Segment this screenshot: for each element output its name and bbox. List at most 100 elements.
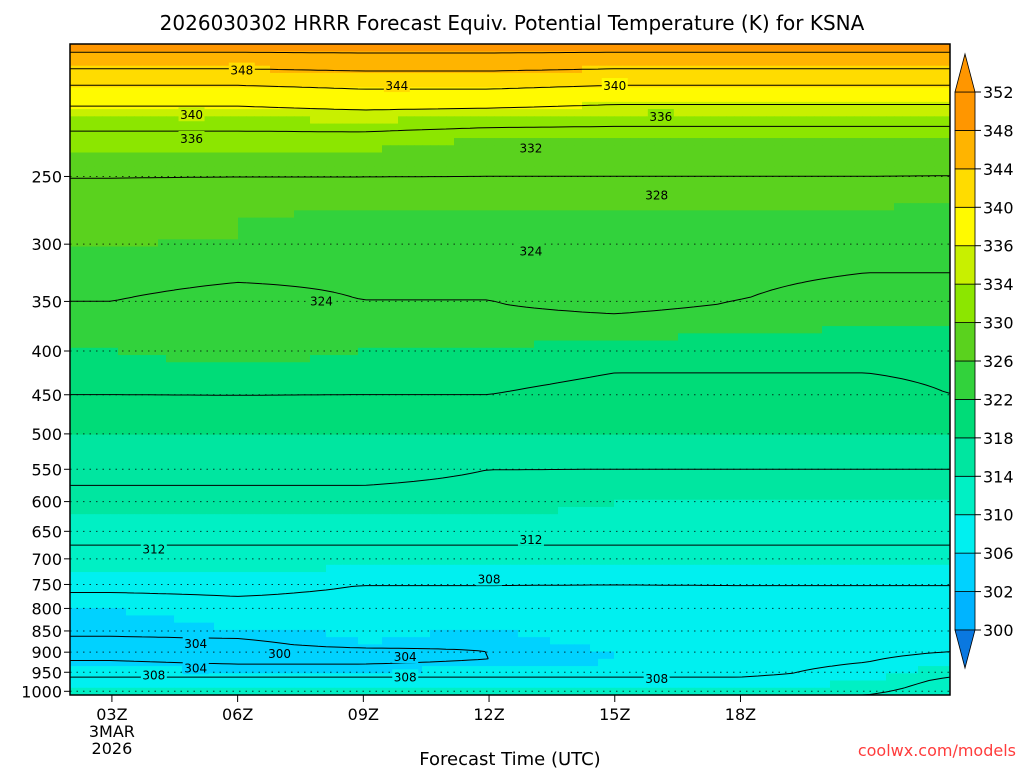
theta-cell [918, 152, 927, 161]
theta-cell [230, 195, 239, 204]
theta-cell [630, 232, 639, 240]
theta-cell [94, 369, 103, 378]
theta-cell [102, 159, 111, 168]
theta-cell [262, 239, 271, 248]
theta-cell [246, 152, 255, 161]
theta-cell [622, 138, 631, 146]
theta-cell [566, 116, 575, 125]
theta-cell [902, 268, 911, 277]
theta-cell [942, 318, 950, 327]
theta-cell [606, 181, 615, 190]
theta-cell [510, 246, 519, 255]
theta-cell [182, 51, 191, 60]
theta-cell [894, 130, 903, 139]
theta-cell [622, 116, 631, 125]
theta-cell [638, 318, 647, 327]
theta-cell [94, 232, 103, 240]
theta-cell [918, 326, 927, 334]
theta-cell [494, 311, 503, 320]
theta-cell [694, 109, 703, 117]
theta-cell [142, 261, 151, 269]
theta-cell [934, 145, 943, 154]
theta-cell [174, 340, 183, 349]
theta-cell [590, 347, 599, 356]
theta-cell [646, 152, 655, 161]
theta-cell [254, 253, 263, 262]
theta-cell [230, 138, 239, 146]
theta-cell [214, 210, 223, 219]
theta-cell [526, 65, 535, 74]
theta-cell [902, 145, 911, 154]
theta-cell [582, 333, 591, 342]
theta-cell [502, 304, 511, 313]
theta-cell [286, 355, 295, 363]
theta-cell [934, 94, 943, 103]
theta-cell [294, 101, 303, 110]
theta-cell [798, 123, 807, 132]
theta-cell [142, 282, 151, 291]
theta-cell [558, 188, 567, 197]
theta-cell [358, 340, 367, 349]
theta-cell [942, 362, 950, 371]
theta-cell [134, 51, 143, 60]
theta-cell [798, 130, 807, 139]
theta-cell [134, 87, 143, 96]
theta-cell [150, 123, 159, 132]
theta-cell [78, 253, 87, 262]
theta-cell [310, 101, 319, 110]
theta-cell [646, 44, 655, 52]
theta-cell [102, 80, 111, 88]
theta-cell [414, 188, 423, 197]
theta-cell [438, 138, 447, 146]
theta-cell [750, 152, 759, 161]
theta-cell [406, 282, 415, 291]
theta-cell [926, 347, 935, 356]
theta-cell [246, 159, 255, 168]
theta-cell [446, 65, 455, 74]
theta-cell [510, 152, 519, 161]
theta-cell [142, 87, 151, 96]
theta-cell [462, 181, 471, 190]
theta-cell [790, 217, 799, 226]
theta-cell [470, 239, 479, 248]
theta-cell [406, 318, 415, 327]
theta-cell [766, 166, 775, 175]
theta-cell [902, 166, 911, 175]
theta-cell [182, 145, 191, 154]
theta-cell [190, 65, 199, 74]
theta-cell [750, 174, 759, 183]
theta-cell [774, 203, 783, 211]
theta-cell [406, 51, 415, 60]
theta-cell [422, 145, 431, 154]
theta-cell [142, 65, 151, 74]
theta-cell [862, 65, 871, 74]
theta-cell [574, 362, 583, 371]
theta-cell [190, 333, 199, 342]
theta-cell [158, 123, 167, 132]
theta-cell [358, 355, 367, 363]
theta-cell [286, 101, 295, 110]
theta-cell [878, 347, 887, 356]
theta-cell [182, 268, 191, 277]
theta-cell [134, 80, 143, 88]
theta-cell [174, 318, 183, 327]
theta-cell [702, 72, 711, 81]
theta-cell [94, 282, 103, 291]
theta-cell [430, 268, 439, 277]
theta-cell [382, 138, 391, 146]
theta-cell [182, 282, 191, 291]
theta-cell [894, 80, 903, 88]
theta-cell [854, 152, 863, 161]
theta-cell [646, 289, 655, 298]
theta-cell [278, 261, 287, 269]
theta-cell [214, 239, 223, 248]
theta-cell [502, 318, 511, 327]
theta-cell [246, 224, 255, 233]
theta-cell [526, 130, 535, 139]
theta-cell [678, 51, 687, 60]
theta-cell [190, 159, 199, 168]
theta-cell [118, 94, 127, 103]
theta-cell [118, 152, 127, 161]
theta-cell [286, 246, 295, 255]
